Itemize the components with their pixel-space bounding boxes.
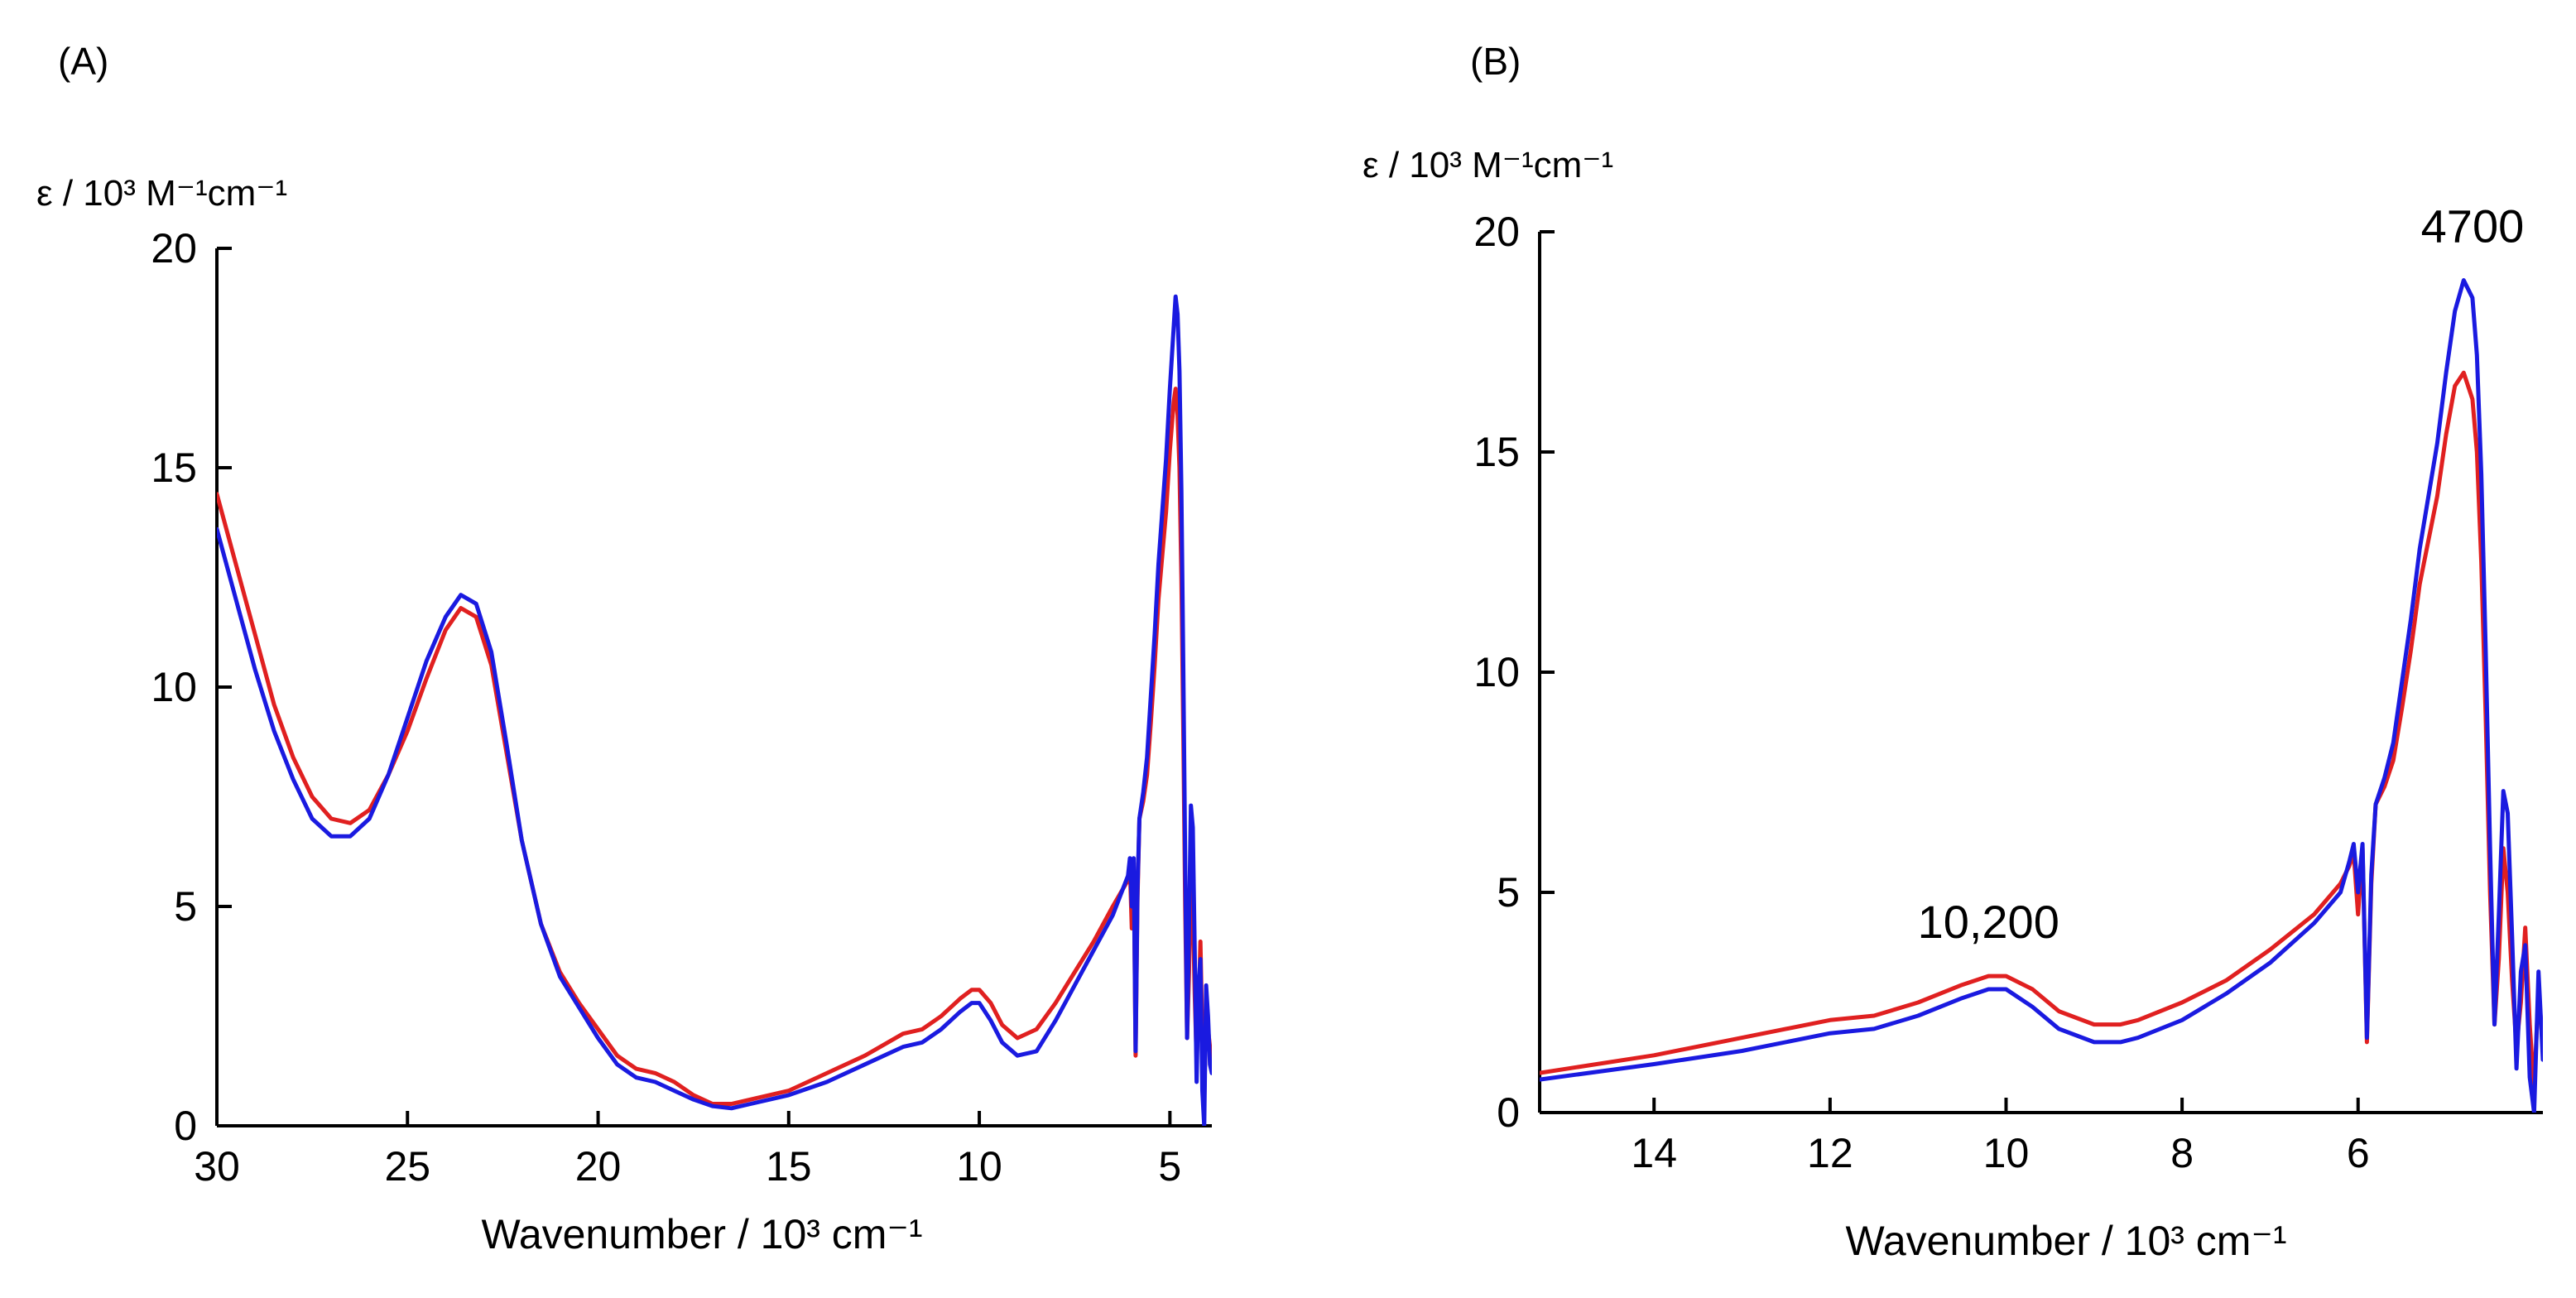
panel-a-x-tick-label: 15 (766, 1143, 812, 1190)
panel-b-series (1540, 278, 2543, 1113)
panel-b-y-tick-label: 5 (1497, 869, 1520, 916)
panel-a-x-tick-label: 5 (1158, 1143, 1181, 1190)
panel-a-y-tick-label: 20 (151, 225, 197, 272)
panel-a-series-red-line (217, 387, 1212, 1106)
panel-a-x-axis-label: Wavenumber / 10³ cm⁻¹ (481, 1211, 922, 1257)
panel-b-y-tick-label: 20 (1473, 209, 1520, 255)
panel-a-x-tick-label: 25 (384, 1143, 430, 1190)
panel-a-label: (A) (58, 40, 108, 83)
panel-b: (B) ε / 10³ M⁻¹cm⁻¹ 0 5 10 15 20 14 12 10 8 6 10,… (1362, 40, 2543, 1264)
panel-b-label: (B) (1470, 40, 1521, 83)
panel-a-y-axis-label: ε / 10³ M⁻¹cm⁻¹ (36, 173, 287, 214)
panel-b-axes: 0 5 10 15 20 14 12 10 8 6 (1473, 209, 2543, 1176)
panel-b-series-red-line (1540, 370, 2543, 1093)
panel-a-series-blue-line (217, 294, 1212, 1126)
panel-a-y-tick-label: 5 (174, 883, 197, 930)
panel-b-y-axis-label: ε / 10³ M⁻¹cm⁻¹ (1362, 145, 1613, 185)
panel-b-y-tick-label: 0 (1497, 1089, 1520, 1136)
panel-b-x-tick-label: 14 (1631, 1130, 1677, 1176)
panel-b-annotation-1: 4700 (2421, 200, 2525, 252)
panel-a-series (217, 294, 1212, 1126)
panel-b-y-tick-label: 10 (1473, 649, 1520, 695)
panel-a-y-tick-label: 10 (151, 664, 197, 710)
panel-a-x-tick-label: 10 (956, 1143, 1002, 1190)
panel-a-x-tick-label: 30 (194, 1143, 240, 1190)
panel-b-y-tick-label: 15 (1473, 429, 1520, 475)
panel-b-x-tick-label: 6 (2347, 1130, 2370, 1176)
panel-b-series-blue-line (1540, 278, 2543, 1113)
panel-a-y-tick-label: 15 (151, 445, 197, 491)
panel-a-x-tick-label: 20 (575, 1143, 622, 1190)
panel-b-x-tick-label: 12 (1807, 1130, 1853, 1176)
panel-a-axes: 0 5 10 15 20 30 25 20 15 10 5 (151, 225, 1212, 1190)
panel-b-x-axis-label: Wavenumber / 10³ cm⁻¹ (1845, 1218, 2286, 1264)
panel-b-annotation-0: 10,200 (1918, 896, 2059, 948)
panel-b-x-tick-label: 10 (1983, 1130, 2030, 1176)
panel-a-y-tick-label: 0 (174, 1103, 197, 1149)
panel-b-annotations: 10,200 4700 (1918, 200, 2525, 949)
panel-b-x-tick-label: 8 (2170, 1130, 2194, 1176)
